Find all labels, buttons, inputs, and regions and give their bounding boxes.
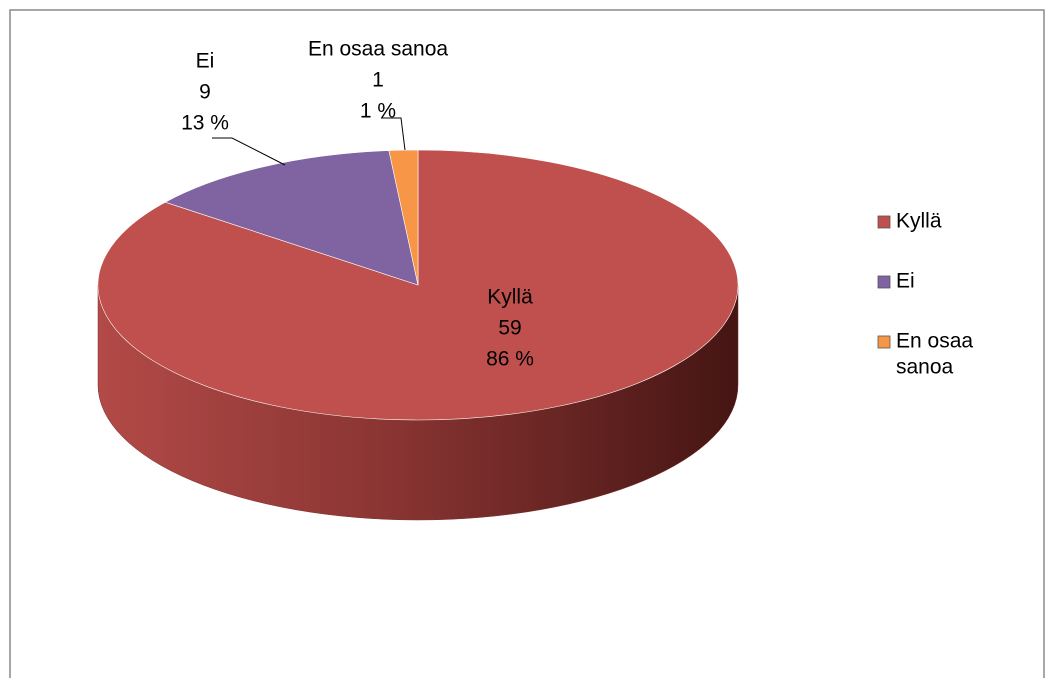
- data-label-percent: 1 %: [360, 100, 396, 123]
- legend-label: Kyllä: [896, 210, 942, 233]
- legend-label: En osaa: [896, 330, 973, 353]
- legend-swatch: [877, 335, 891, 349]
- legend-swatch: [877, 215, 891, 229]
- leader-line: [212, 137, 286, 166]
- data-label-name: Ei: [196, 50, 215, 73]
- leader-line: [381, 117, 406, 151]
- legend-swatch: [877, 275, 891, 289]
- data-label-value: 1: [372, 69, 384, 92]
- legend-label: sanoa: [896, 356, 954, 379]
- legend-label: Ei: [896, 270, 915, 293]
- data-label-name: Kyllä: [487, 286, 533, 309]
- data-label-value: 9: [199, 81, 211, 104]
- pie-slice: [388, 149, 419, 286]
- pie-slice: [164, 150, 419, 286]
- data-label-value: 59: [498, 317, 521, 340]
- data-label-name: En osaa sanoa: [308, 38, 448, 61]
- data-label-percent: 13 %: [181, 112, 229, 135]
- data-label-percent: 86 %: [486, 348, 534, 371]
